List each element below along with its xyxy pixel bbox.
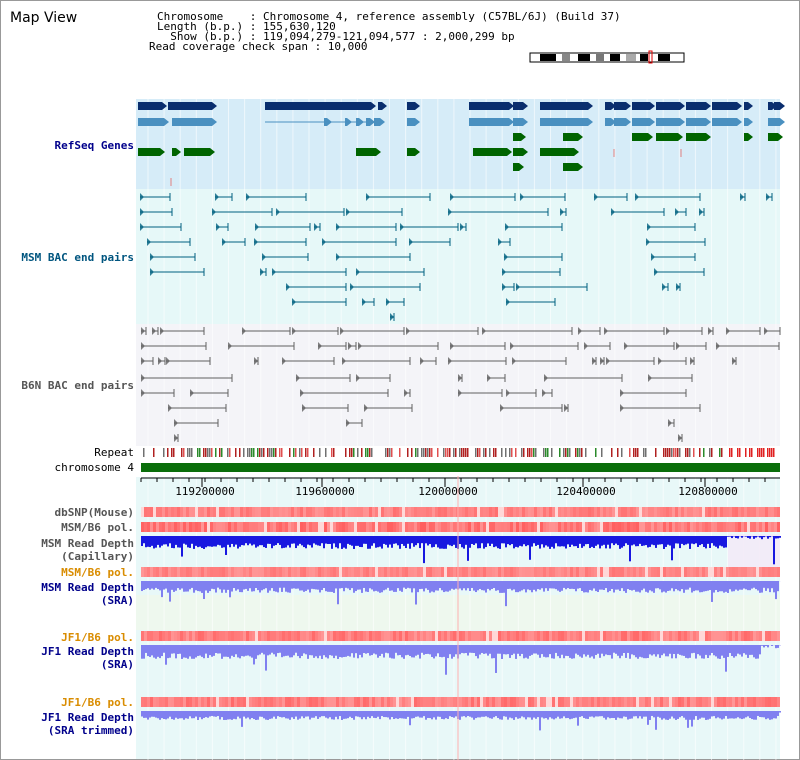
chromosome-track-label: chromosome 4 <box>54 461 134 474</box>
msm-bac-pairs <box>140 193 773 321</box>
gene-feature[interactable] <box>656 102 680 110</box>
b6n-bac-pairs <box>141 327 781 442</box>
gene-feature[interactable] <box>356 118 359 126</box>
ideogram-position-marker <box>648 50 653 64</box>
refseq-genes <box>138 102 785 186</box>
gene-feature[interactable] <box>513 163 519 171</box>
depth-tracks <box>141 536 781 731</box>
gene-feature[interactable] <box>172 148 176 156</box>
gene-feature[interactable] <box>686 118 706 126</box>
gene-feature[interactable] <box>768 102 772 110</box>
axis-tick-label: 120000000 <box>418 485 478 498</box>
gene-feature[interactable] <box>138 148 160 156</box>
gene-feature[interactable] <box>614 118 626 126</box>
b6n-bac-track-bg <box>136 324 780 446</box>
gene-feature[interactable] <box>744 102 748 110</box>
jf1-read-depth-trimmed-label: JF1 Read Depth (SRA trimmed) <box>41 711 134 737</box>
jf1-read-depth-sra-label: JF1 Read Depth (SRA) <box>41 645 134 671</box>
repeat-track-label: Repeat <box>94 446 134 459</box>
repeat-track <box>141 448 780 457</box>
msm-read-depth-capillary-label: MSM Read Depth (Capillary) <box>41 537 134 563</box>
gene-feature[interactable] <box>563 163 578 171</box>
gene-feature[interactable] <box>366 118 370 126</box>
gene-feature[interactable] <box>632 133 648 141</box>
axis-tick-label: 120400000 <box>556 485 616 498</box>
jf1-b6-pol-2-track-label: JF1/B6 pol. <box>61 696 134 709</box>
gene-feature[interactable] <box>768 133 778 141</box>
msm-b6-pol-track-label: MSM/B6 pol. <box>61 521 134 534</box>
chromosome-info: Chromosome : Chromosome 4, reference ass… <box>157 10 621 23</box>
axis-tick-label: 119600000 <box>295 485 355 498</box>
gene-feature[interactable] <box>656 133 678 141</box>
axis-tick-label: 119200000 <box>175 485 235 498</box>
gene-feature[interactable] <box>605 118 611 126</box>
gene-feature[interactable] <box>374 118 380 126</box>
coverage-span-info: Read coverage check span : 10,000 <box>149 40 368 53</box>
gene-feature[interactable] <box>407 102 415 110</box>
gene-feature[interactable] <box>744 133 748 141</box>
refseq-track-label: RefSeq Genes <box>54 139 134 152</box>
gene-feature[interactable] <box>324 118 327 126</box>
show-range-info: Show (b.p.) : 119,094,279-121,094,577 : … <box>157 30 515 43</box>
gene-feature[interactable] <box>356 148 376 156</box>
dbsnp-track-label: dbSNP(Mouse) <box>54 506 134 519</box>
gene-feature[interactable] <box>614 102 626 110</box>
gene-feature[interactable] <box>540 148 574 156</box>
position-axis: 119200000 119600000 120000000 120400000 1208… <box>140 477 780 498</box>
gene-feature[interactable] <box>548 118 588 126</box>
gene-feature[interactable] <box>686 133 706 141</box>
gene-feature[interactable] <box>656 118 680 126</box>
msm-bac-track-label: MSM BAC end pairs <box>21 251 134 264</box>
heat-tracks <box>141 507 780 707</box>
b6n-bac-track-label: B6N BAC end pairs <box>21 379 134 392</box>
gene-feature[interactable] <box>712 118 737 126</box>
gene-feature[interactable] <box>686 102 706 110</box>
gene-feature[interactable] <box>473 148 507 156</box>
gene-feature[interactable] <box>138 118 164 126</box>
gene-feature[interactable] <box>513 133 521 141</box>
gene-feature[interactable] <box>768 118 780 126</box>
gene-feature[interactable] <box>605 102 611 110</box>
gene-feature[interactable] <box>265 102 371 110</box>
gene-feature[interactable] <box>407 148 415 156</box>
msm-b6-pol-2-track-label: MSM/B6 pol. <box>61 566 134 579</box>
gene-feature[interactable] <box>184 148 210 156</box>
gene-feature[interactable] <box>712 102 737 110</box>
gene-feature[interactable] <box>563 133 578 141</box>
gene-feature[interactable] <box>345 118 347 126</box>
gene-feature[interactable] <box>469 102 509 110</box>
gene-feature[interactable] <box>138 102 162 110</box>
map-title: Map View <box>10 10 78 26</box>
gene-feature[interactable] <box>407 118 415 126</box>
gene-feature[interactable] <box>632 102 650 110</box>
gene-feature[interactable] <box>168 102 212 110</box>
gene-feature[interactable] <box>632 118 650 126</box>
axis-tick-label: 120800000 <box>678 485 738 498</box>
gene-feature[interactable] <box>469 118 509 126</box>
chromosome-ideogram[interactable] <box>529 50 685 64</box>
gene-feature[interactable] <box>548 102 588 110</box>
gene-feature[interactable] <box>513 148 523 156</box>
gene-feature[interactable] <box>513 118 523 126</box>
msm-read-depth-sra-label: MSM Read Depth (SRA) <box>41 581 134 607</box>
gene-feature[interactable] <box>378 102 382 110</box>
jf1-b6-pol-track-label: JF1/B6 pol. <box>61 631 134 644</box>
gene-feature[interactable] <box>172 118 212 126</box>
length-info: Length (b.p.) : 155,630,120 <box>157 20 336 33</box>
refseq-track-bg <box>136 99 780 189</box>
chromosome-bar <box>141 463 780 472</box>
gene-feature[interactable] <box>744 118 748 126</box>
gene-feature[interactable] <box>774 102 780 110</box>
gene-feature[interactable] <box>513 102 523 110</box>
